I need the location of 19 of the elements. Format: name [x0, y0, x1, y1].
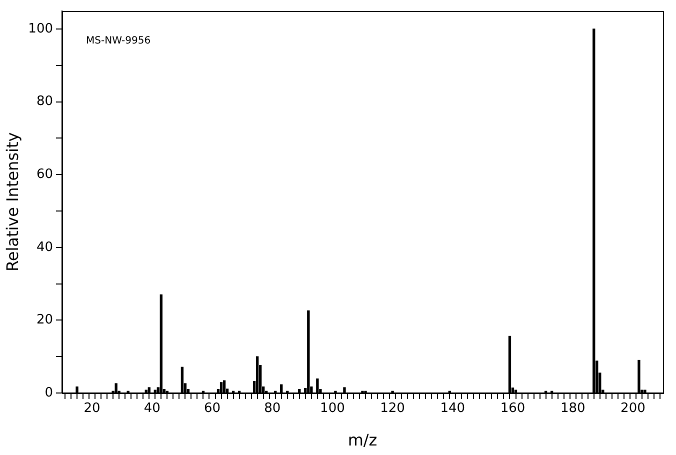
x-tick-label: 140: [440, 401, 466, 416]
y-tick-label: 60: [36, 166, 53, 182]
x-axis-title: m/z: [348, 430, 378, 450]
x-tick-label: 180: [560, 401, 586, 416]
y-tick-label: 100: [28, 21, 53, 36]
x-tick-label: 120: [380, 401, 405, 416]
annotation: MS-NW-9956: [86, 35, 151, 46]
x-tick-label: 40: [144, 401, 160, 416]
y-tick-label: 40: [36, 240, 53, 255]
x-tick-label: 80: [264, 401, 281, 416]
y-tick-label: 0: [44, 385, 53, 400]
x-tick-label: 100: [320, 401, 345, 416]
x-tick-label: 60: [204, 401, 221, 416]
x-tick-label: 200: [620, 401, 646, 416]
y-tick-label: 80: [36, 94, 53, 110]
y-tick-label: 20: [36, 312, 53, 328]
y-axis-title: Relative Intensity: [2, 132, 22, 272]
x-tick-label: 20: [84, 401, 100, 416]
x-tick-label: 160: [500, 401, 526, 416]
